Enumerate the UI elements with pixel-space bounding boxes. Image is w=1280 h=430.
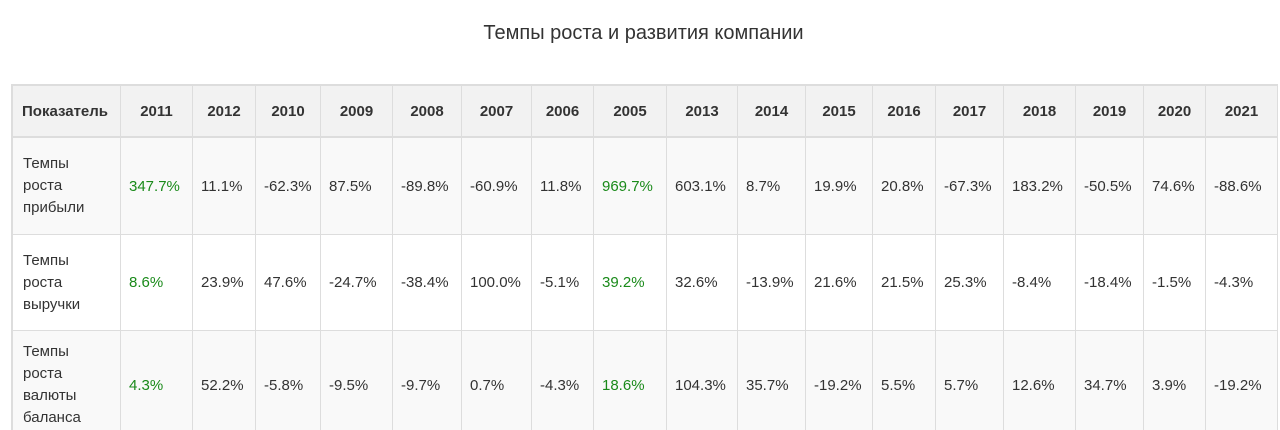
table-cell-value: 18.6%	[593, 330, 667, 430]
table-cell-value: -4.3%	[531, 330, 594, 430]
table-row: Темпы роста валюты баланса 4.3% 52.2% -5.8%…	[12, 330, 1277, 430]
column-header-year: 2005	[593, 84, 667, 138]
table-cell-value: 183.2%	[1003, 136, 1076, 235]
table-cell-value: -18.4%	[1075, 234, 1144, 331]
column-header-year: 2015	[805, 84, 873, 138]
table-cell-value: -13.9%	[737, 234, 806, 331]
table-cell-value: 21.5%	[872, 234, 936, 331]
table-cell-value: 0.7%	[461, 330, 532, 430]
table-cell-value: 87.5%	[320, 136, 393, 235]
table-cell-value: 21.6%	[805, 234, 873, 331]
table-cell-value: 74.6%	[1143, 136, 1206, 235]
page-title: Темпы роста и развития компании	[483, 22, 804, 44]
table-cell-value: -88.6%	[1205, 136, 1277, 235]
table-cell-value: 100.0%	[461, 234, 532, 331]
column-header-year: 2013	[666, 84, 738, 138]
column-header-year: 2009	[320, 84, 393, 138]
table-cell-value: 3.9%	[1143, 330, 1206, 430]
table-cell-value: 603.1%	[666, 136, 738, 235]
table-cell-value: 32.6%	[666, 234, 738, 331]
table-cell-value: 35.7%	[737, 330, 806, 430]
table-cell-value: 8.6%	[120, 234, 193, 331]
table-cell-value: 8.7%	[737, 136, 806, 235]
column-header-year: 2010	[255, 84, 321, 138]
table-cell-value: 34.7%	[1075, 330, 1144, 430]
table-cell-value: -9.5%	[320, 330, 393, 430]
table-cell-value: 20.8%	[872, 136, 936, 235]
table-cell-value: 12.6%	[1003, 330, 1076, 430]
table-cell-value: 39.2%	[593, 234, 667, 331]
row-label: Темпы роста прибыли	[12, 136, 121, 235]
table-cell-value: 23.9%	[192, 234, 256, 331]
row-label: Темпы роста валюты баланса	[12, 330, 121, 430]
column-header-year: 2014	[737, 84, 806, 138]
column-header-year: 2021	[1205, 84, 1277, 138]
table-cell-value: 25.3%	[935, 234, 1004, 331]
table-cell-value: -67.3%	[935, 136, 1004, 235]
table-cell-value: 104.3%	[666, 330, 738, 430]
table-cell-value: -19.2%	[1205, 330, 1277, 430]
table-cell-value: -50.5%	[1075, 136, 1144, 235]
table-cell-value: -60.9%	[461, 136, 532, 235]
growth-table: Показатель 2011 2012 2010 2009 2008 2007 2006 2…	[12, 84, 1277, 430]
table-cell-value: 47.6%	[255, 234, 321, 331]
table-cell-value: 4.3%	[120, 330, 193, 430]
table-cell-value: -19.2%	[805, 330, 873, 430]
table-cell-value: 11.8%	[531, 136, 594, 235]
column-header-year: 2012	[192, 84, 256, 138]
table-cell-value: -8.4%	[1003, 234, 1076, 331]
table-cell-value: 52.2%	[192, 330, 256, 430]
table-cell-value: 19.9%	[805, 136, 873, 235]
table-cell-value: 347.7%	[120, 136, 193, 235]
column-header-year: 2020	[1143, 84, 1206, 138]
column-header-year: 2017	[935, 84, 1004, 138]
table-cell-value: -1.5%	[1143, 234, 1206, 331]
table-row: Темпы роста прибыли 347.7% 11.1% -62.3% 87.5…	[12, 136, 1277, 235]
row-label: Темпы роста выручки	[12, 234, 121, 331]
column-header-year: 2019	[1075, 84, 1144, 138]
table-cell-value: -4.3%	[1205, 234, 1277, 331]
column-header-year: 2011	[120, 84, 193, 138]
table-row: Темпы роста выручки 8.6% 23.9% 47.6% -24.7% -…	[12, 234, 1277, 331]
column-header-year: 2008	[392, 84, 462, 138]
table-cell-value: -24.7%	[320, 234, 393, 331]
table-cell-value: -38.4%	[392, 234, 462, 331]
table-cell-value: -5.8%	[255, 330, 321, 430]
table-body: Темпы роста прибыли 347.7% 11.1% -62.3% 87.5…	[12, 136, 1277, 430]
table-cell-value: -9.7%	[392, 330, 462, 430]
column-header-year: 2016	[872, 84, 936, 138]
table-cell-value: -5.1%	[531, 234, 594, 331]
table-cell-value: -62.3%	[255, 136, 321, 235]
column-header-year: 2018	[1003, 84, 1076, 138]
column-header-year: 2007	[461, 84, 532, 138]
growth-table-container: Показатель 2011 2012 2010 2009 2008 2007 2006 2…	[11, 84, 1278, 430]
column-header-indicator: Показатель	[12, 84, 121, 138]
table-cell-value: -89.8%	[392, 136, 462, 235]
column-header-year: 2006	[531, 84, 594, 138]
table-header-row: Показатель 2011 2012 2010 2009 2008 2007 2006 2…	[12, 84, 1277, 138]
table-cell-value: 11.1%	[192, 136, 256, 235]
table-cell-value: 5.7%	[935, 330, 1004, 430]
table-cell-value: 969.7%	[593, 136, 667, 235]
table-cell-value: 5.5%	[872, 330, 936, 430]
